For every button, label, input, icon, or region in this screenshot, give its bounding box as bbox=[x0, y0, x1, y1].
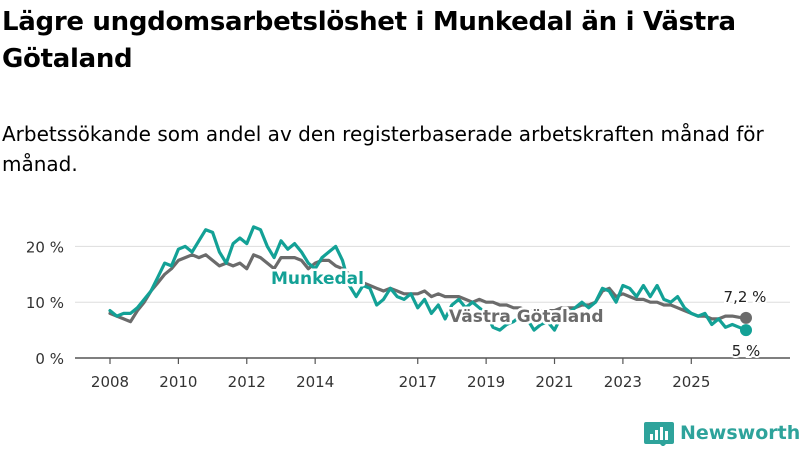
y-tick-label: 10 % bbox=[26, 294, 64, 312]
series-label-munkedal: Munkedal bbox=[271, 269, 364, 289]
brand-name: Newsworthy bbox=[680, 422, 800, 444]
x-tick-label: 2025 bbox=[672, 373, 710, 391]
series-lines bbox=[108, 225, 752, 337]
end-label-vastra-gotaland: 7,2 % bbox=[724, 288, 767, 306]
x-tick-label: 2012 bbox=[228, 373, 266, 391]
newsworthy-logo: Newsworthy bbox=[644, 420, 800, 446]
chart-title: Lägre ungdomsarbetslöshet i Munkedal än … bbox=[2, 7, 736, 74]
series-line-munkedal bbox=[108, 225, 748, 332]
x-tick-label: 2017 bbox=[399, 373, 437, 391]
labels: 0 % 10 % 20 % 2008 2010 2012 2014 2017 2019 2021 2… bbox=[26, 238, 769, 391]
end-point-vastra-gotaland bbox=[740, 311, 752, 324]
x-tick-label: 2023 bbox=[604, 373, 642, 391]
x-tick-label: 2008 bbox=[91, 373, 129, 391]
series-line-vastra-gotaland bbox=[108, 253, 748, 324]
newsworthy-bar-icon bbox=[644, 422, 674, 446]
y-tick-label: 0 % bbox=[35, 350, 64, 368]
end-label-munkedal: 5 % bbox=[732, 342, 761, 360]
end-point-munkedal bbox=[740, 324, 752, 337]
axes bbox=[75, 357, 790, 364]
line-chart: 0 % 10 % 20 % 2008 2010 2012 2014 2017 2019 2021 2… bbox=[26, 225, 790, 391]
x-tick-label: 2021 bbox=[535, 373, 573, 391]
chart-subtitle: Arbetssökande som andel av den registerb… bbox=[2, 122, 764, 176]
x-tick-label: 2019 bbox=[467, 373, 505, 391]
x-tick-label: 2014 bbox=[296, 373, 334, 391]
gridlines bbox=[75, 245, 790, 303]
series-label-vastra-gotaland: Västra Götaland bbox=[449, 307, 604, 327]
y-tick-label: 20 % bbox=[26, 238, 64, 256]
x-tick-label: 2010 bbox=[159, 373, 197, 391]
